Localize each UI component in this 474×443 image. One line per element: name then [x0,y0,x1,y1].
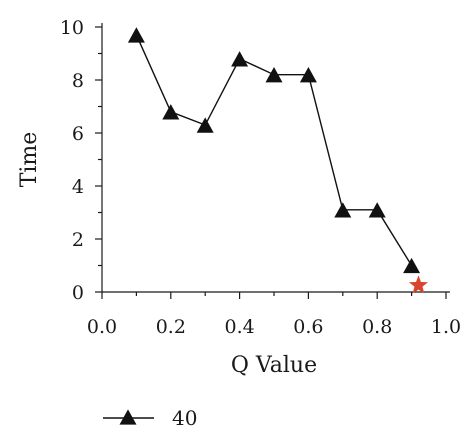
y-ticks: 0 2 4 6 8 10 [60,17,102,304]
x-axis-title: Q Value [231,353,317,378]
y-tick-label: 4 [72,176,84,198]
x-tick-label: 1.0 [431,316,461,338]
data-point-triangle [265,67,283,83]
x-ticks: 0.0 0.2 0.4 0.6 0.8 1.0 [87,292,461,338]
x-tick-label: 0.2 [156,316,186,338]
y-tick-label: 8 [72,70,84,92]
x-tick-label: 0.8 [362,316,392,338]
data-point-triangle [403,257,421,274]
data-point-triangle [334,202,352,218]
y-tick-label: 6 [72,123,84,145]
y-tick-label: 0 [72,282,84,304]
y-axis-title: Time [17,132,42,188]
y-tick-label: 10 [60,17,84,39]
x-tick-label: 0.4 [224,316,254,338]
series-layer [127,27,428,294]
data-point-triangle [196,117,214,133]
data-point-triangle [231,51,249,67]
highlight-star-point [408,275,428,294]
x-tick-label: 0.6 [293,316,323,338]
data-point-triangle [162,104,180,120]
axes [101,23,450,293]
data-point-triangle [368,202,386,218]
legend: 40 [103,406,197,430]
legend-label: 40 [172,406,197,430]
legend-triangle-marker [119,409,137,425]
data-point-triangle [299,67,317,83]
y-tick-label: 2 [72,229,84,251]
x-tick-label: 0.0 [87,316,117,338]
data-point-triangle [127,27,145,43]
